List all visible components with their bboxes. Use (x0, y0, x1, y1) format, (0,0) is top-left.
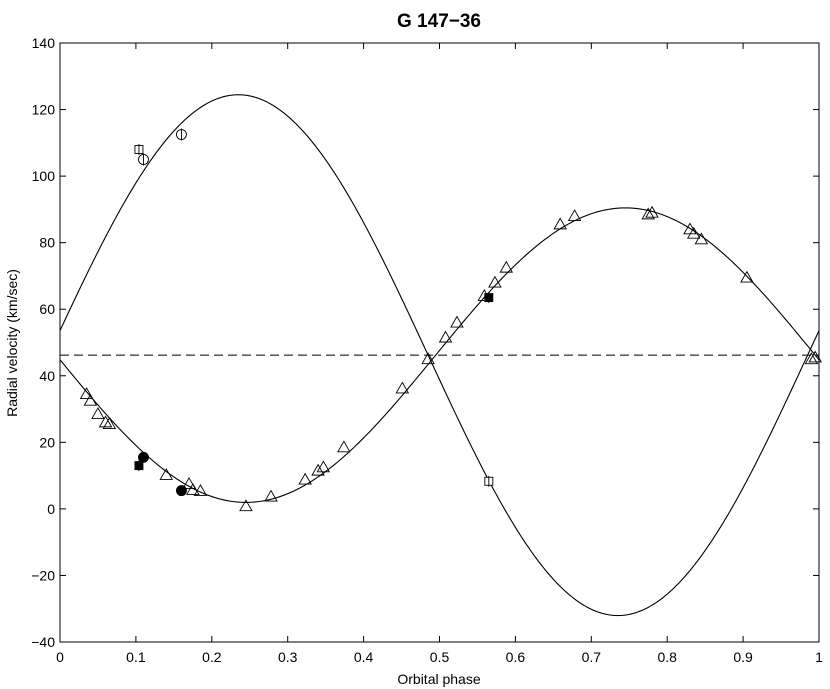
data-point-triangle-open (91, 407, 105, 419)
data-point-triangle-open (438, 330, 453, 343)
data-point-triangle-open (641, 207, 656, 220)
data-point-triangle-open (186, 483, 200, 495)
data-point-circle-filled (138, 451, 149, 463)
data-point-triangle-open (264, 489, 278, 502)
data-point-triangle-open (686, 226, 701, 239)
x-tick-label: 0.4 (354, 649, 374, 665)
y-tick-label: −20 (31, 567, 55, 583)
data-point-triangle-open (79, 387, 94, 400)
data-point-square-open-bar (484, 475, 494, 487)
data-point-triangle-open (740, 270, 754, 283)
x-axis-label: Orbital phase (397, 671, 480, 687)
plot-axes: 0 0.1 0.2 0.3 0.4 0.5 0.6 0.7 0.8 0.9 1 −40 −20 0 20 40… (31, 35, 823, 665)
y-tick-label: 0 (47, 501, 55, 517)
y-tick-label: 80 (39, 235, 55, 251)
x-tick-label: 0.7 (582, 649, 602, 665)
data-point-triangle-open (311, 463, 325, 476)
data-point-circle-open-bar (175, 128, 187, 141)
y-tick-label: 120 (32, 102, 56, 118)
x-tick-label: 0.2 (202, 649, 222, 665)
data-points (79, 128, 822, 512)
data-point-square-filled-bar (134, 460, 144, 472)
y-tick-label: 60 (39, 301, 55, 317)
data-point-triangle-open (316, 460, 331, 473)
data-point-triangle-open (450, 315, 464, 328)
data-point-square-filled-bar (484, 292, 494, 304)
y-tick-label: 40 (39, 368, 55, 384)
data-point-triangle-open (239, 499, 253, 512)
x-tick-label: 0.3 (278, 649, 298, 665)
data-point-triangle-open (567, 209, 582, 221)
x-tick-label: 0.1 (126, 649, 146, 665)
x-tick-label: 0.6 (506, 649, 526, 665)
x-tick-label: 0 (56, 649, 64, 665)
x-tick-label: 0.5 (430, 649, 450, 665)
y-tick-label: 140 (32, 35, 56, 51)
data-point-triangle-open (102, 417, 117, 429)
data-point-triangle-open (499, 260, 514, 273)
x-tick-label: 0.8 (657, 649, 677, 665)
x-tick-label: 0.9 (733, 649, 753, 665)
x-tick-label: 1 (815, 649, 823, 665)
data-point-triangle-open (488, 275, 502, 288)
data-point-triangle-open (808, 350, 822, 363)
data-point-circle-open-bar (138, 153, 149, 166)
plot-frame (59, 42, 820, 643)
data-point-triangle-open (159, 468, 174, 480)
data-point-triangle-open (395, 381, 410, 394)
data-point-triangle-open (553, 217, 567, 230)
data-point-triangle-open (337, 440, 351, 453)
y-axis-label: Radial velocity (km/sec) (4, 269, 20, 417)
data-point-triangle-open (645, 205, 659, 218)
orbit-curve-secondary (59, 94, 820, 617)
chart-title: G 147−36 (397, 11, 481, 32)
data-point-triangle-open (182, 477, 196, 489)
data-point-triangle-open (98, 415, 113, 428)
y-tick-label: 20 (39, 434, 55, 450)
data-point-circle-filled (175, 485, 187, 497)
data-point-triangle-open (193, 484, 208, 496)
data-point-triangle-open (298, 472, 312, 485)
y-tick-label: 100 (32, 168, 56, 184)
data-point-triangle-open (694, 232, 709, 245)
data-point-triangle-open (804, 352, 819, 365)
y-tick-label: −40 (31, 634, 55, 650)
data-point-square-open-bar (134, 143, 144, 155)
data-point-triangle-open (83, 393, 98, 406)
data-point-triangle-open (421, 352, 435, 365)
